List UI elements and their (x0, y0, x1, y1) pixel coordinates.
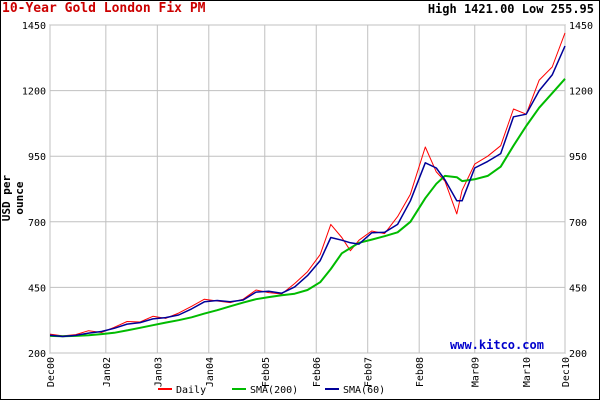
x-tick-label: Feb05 (261, 357, 272, 387)
y-tick-label-left: 1200 (22, 87, 46, 98)
watermark-text: www.kitco.com (450, 338, 544, 352)
series-line-sma200 (49, 78, 566, 338)
x-tick-label: Jan03 (153, 357, 164, 387)
legend-label: Daily (176, 385, 206, 396)
x-tick-label: Feb07 (364, 357, 375, 387)
legend-label: SMA(200) (250, 385, 298, 396)
y-tick-label-right: 450 (569, 283, 587, 294)
chart-title: 10-Year Gold London Fix PM (2, 1, 206, 16)
x-tick-label: Mar10 (522, 357, 533, 387)
x-tick-label: Feb06 (312, 357, 323, 387)
y-tick-label-left: 1450 (22, 21, 46, 32)
x-tick-label: Feb08 (415, 357, 426, 387)
x-tick-label: Mar09 (471, 357, 482, 387)
high-low-summary: High 1421.00 Low 255.95 (427, 2, 594, 16)
x-tick-label: Dec10 (561, 357, 572, 387)
series-line-sma60 (49, 45, 566, 338)
y-tick-label-right: 1200 (569, 87, 593, 98)
x-tick-label: Jan04 (205, 357, 216, 387)
y-tick-label-left: 700 (28, 218, 46, 229)
y-tick-label-right: 700 (569, 218, 587, 229)
y-tick-label-right: 950 (569, 152, 587, 163)
y-tick-label-right: 200 (569, 349, 587, 360)
x-tick-label: Dec00 (46, 357, 57, 387)
plot-area (49, 24, 566, 354)
y-tick-label-right: 1450 (569, 21, 593, 32)
legend-label: SMA(60) (343, 385, 385, 396)
y-tick-label-left: 450 (28, 283, 46, 294)
y-tick-label-left: 200 (28, 349, 46, 360)
x-tick-label: Jan02 (102, 357, 113, 387)
y-tick-label-left: 950 (28, 152, 46, 163)
